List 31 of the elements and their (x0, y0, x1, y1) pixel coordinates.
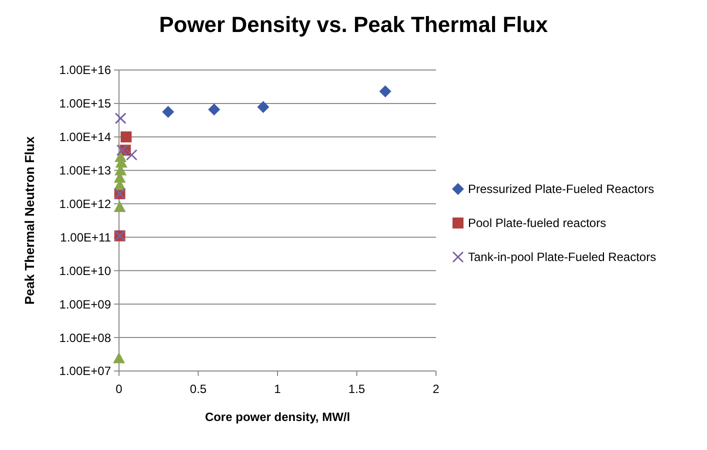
x-tick-label: 0 (116, 382, 123, 396)
point (120, 131, 132, 142)
point (257, 101, 270, 114)
point (114, 112, 126, 124)
point (126, 149, 138, 161)
point (208, 103, 220, 116)
x-tick-label: 0.5 (190, 382, 207, 396)
legend-label: Tank-in-pool Plate-Fueled Reactors (468, 250, 656, 264)
x-axis-title: Core power density, MW/l (204, 410, 350, 424)
y-tick-label: 1.00E+08 (59, 330, 112, 345)
point (114, 201, 126, 212)
point (116, 144, 128, 156)
legend-label: Pressurized Plate-Fueled Reactors (468, 182, 654, 196)
y-tick-label: 1.00E+12 (59, 196, 112, 211)
point (162, 106, 174, 118)
x-tick-label: 1 (274, 382, 282, 396)
point (379, 85, 392, 98)
y-tick-label: 1.00E+07 (59, 364, 112, 378)
point (113, 352, 125, 364)
y-tick-label: 1.00E+13 (59, 164, 112, 178)
legend-label: Pool Plate-fueled reactors (468, 216, 606, 230)
y-tick-label: 1.00E+10 (59, 264, 112, 278)
y-tick-label: 1.00E+09 (59, 297, 112, 312)
y-tick-label: 1.00E+11 (60, 230, 112, 244)
y-axis-title: Peak Thermal Neutron Flux (22, 136, 37, 305)
y-tick-label: 1.00E+15 (59, 96, 112, 111)
y-tick-label: 1.00E+16 (59, 63, 112, 78)
x-tick-label: 2 (432, 382, 440, 396)
y-tick-label: 1.00E+14 (59, 130, 112, 144)
chart-title: Power Density vs. Peak Thermal Flux (159, 12, 549, 37)
x-tick-label: 1.5 (348, 382, 366, 396)
